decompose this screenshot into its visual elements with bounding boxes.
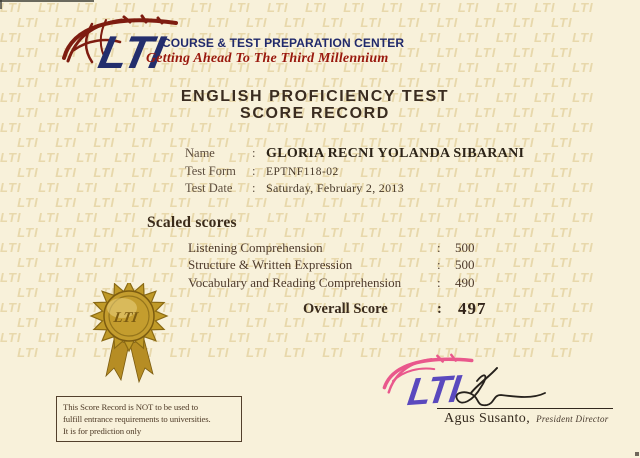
score-row-structure: Structure & Written Expression : 500 (188, 257, 518, 274)
title-line-2: SCORE RECORD (240, 104, 390, 122)
header: COURSE & TEST PREPARATION CENTER Getting… (146, 36, 405, 67)
overall-score-row: Overall Score : 497 (303, 299, 563, 321)
signatory-title: President Director (536, 414, 609, 424)
scaled-scores-heading: Scaled scores (147, 214, 237, 231)
test-form-label: Test Form (185, 163, 236, 178)
test-date-value: Saturday, February 2, 2013 (266, 181, 404, 195)
overall-score-label: Overall Score (303, 301, 388, 317)
disclaimer-line-2: fulfill entrance requirements to univers… (63, 414, 211, 425)
score-value: 500 (455, 240, 475, 255)
stamp-globe-swoosh-icon (382, 353, 474, 394)
scan-edge-artifact (0, 0, 2, 9)
score-label: Structure & Written Expression (188, 257, 353, 273)
seal-ring (108, 295, 150, 337)
watermark-row: LTI LTI LTI LTI LTI LTI LTI LTI LTI LTI … (0, 225, 573, 240)
globe-swoosh-icon (62, 14, 178, 64)
colon: : (252, 181, 256, 195)
score-label: Listening Comprehension (188, 240, 323, 255)
org-tagline: Getting Ahead To The Third Millennium (146, 51, 389, 66)
colon: : (437, 274, 441, 290)
signature-icon (455, 367, 546, 407)
score-label: Vocabulary and Reading Comprehension (188, 274, 402, 290)
seal-highlight (107, 298, 137, 318)
name-label: Name (185, 146, 215, 160)
score-row-listening: Listening Comprehension : 500 (188, 240, 518, 257)
colon: : (437, 257, 441, 273)
signatory-name: Agus Susanto, (444, 411, 531, 426)
disclaimer-line-1: This Score Record is NOT to be used to (63, 402, 199, 412)
gold-seal-icon: LTI (89, 283, 169, 384)
colon: : (252, 146, 256, 160)
scan-edge-artifact (635, 452, 639, 456)
watermark-row: LTI LTI LTI LTI LTI LTI LTI LTI LTI LTI … (0, 120, 594, 135)
seal-text: LTI (111, 310, 140, 326)
colon: : (252, 163, 256, 178)
disclaimer-box: This Score Record is NOT to be used to f… (56, 396, 242, 442)
lti-logo: LTI (62, 14, 178, 74)
overall-score-value: 497 (458, 299, 487, 318)
colon: : (437, 301, 442, 317)
org-name: COURSE & TEST PREPARATION CENTER (162, 36, 405, 50)
scaled-scores-table: Listening Comprehension : 500 Structure … (188, 240, 518, 292)
colon: : (437, 240, 441, 255)
score-value: 500 (455, 257, 475, 273)
title-line-1: ENGLISH PROFICIENCY TEST (180, 88, 450, 105)
signature-line (437, 408, 613, 409)
lti-stamp-icon: LTI (382, 353, 474, 410)
signatory: Agus Susanto, President Director (444, 411, 609, 427)
stamp-text: LTI (405, 367, 464, 409)
disclaimer-line-3: It is for prediction only (63, 426, 142, 437)
test-date-label: Test Date (185, 181, 233, 195)
candidate-info: Name : GLORIA RECNI YOLANDA SIBARANI Tes… (185, 146, 524, 199)
logo-text: LTI (94, 26, 170, 74)
score-row-vocabulary: Vocabulary and Reading Comprehension : 4… (188, 275, 518, 292)
name-value: GLORIA RECNI YOLANDA SIBARANI (266, 146, 525, 161)
document-title: ENGLISH PROFICIENCY TEST SCORE RECORD (0, 88, 630, 122)
watermark-row: LTI LTI LTI LTI LTI LTI LTI LTI LTI LTI … (0, 0, 594, 15)
watermark-row: LTI LTI LTI LTI LTI LTI LTI LTI LTI LTI … (0, 210, 594, 225)
test-form-value: EPTNF118-02 (266, 165, 339, 178)
scan-edge-artifact (0, 0, 94, 2)
score-value: 490 (455, 274, 475, 290)
